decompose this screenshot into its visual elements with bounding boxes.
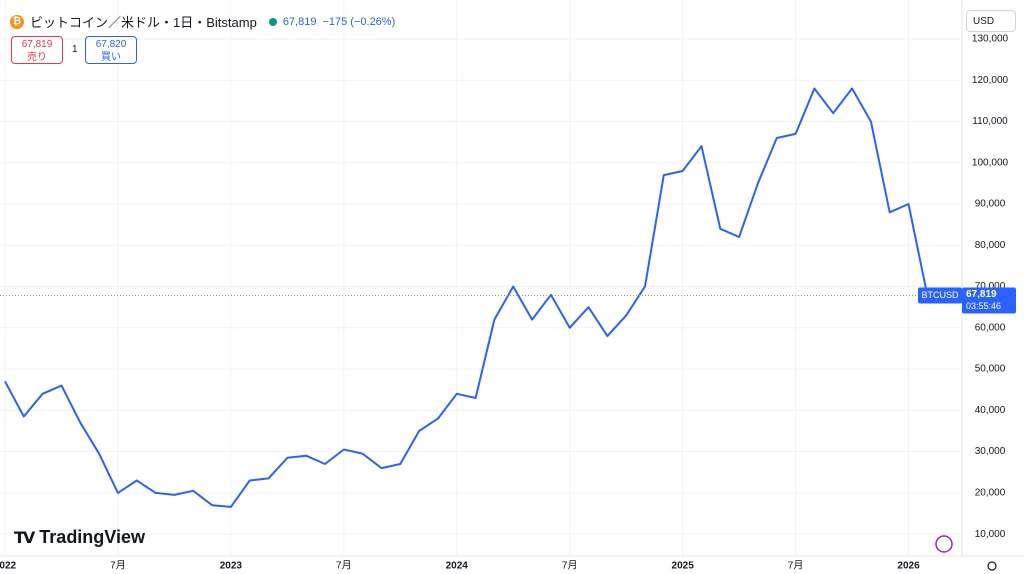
buy-label: 買い — [101, 52, 121, 63]
sell-price: 67,819 — [21, 39, 53, 50]
price-line — [4, 87, 929, 508]
sell-button[interactable]: 67,819 売り — [11, 36, 63, 64]
y-tick-label: 40,000 — [975, 405, 1006, 416]
sell-label: 売り — [27, 52, 47, 63]
x-tick-label: 7月 — [110, 560, 126, 572]
price-countdown: 03:55:46 — [966, 301, 1001, 311]
x-tick-label: 2025 — [672, 561, 695, 572]
logo-mark: 𝗧𝗩 — [14, 529, 35, 547]
y-tick-label: 70,000 — [975, 281, 1006, 292]
price-tag-bg — [962, 287, 1016, 314]
price-change: −175 (−0.26%) — [322, 15, 396, 28]
buy-price: 67,820 — [95, 39, 127, 50]
y-tick-label: 20,000 — [975, 488, 1006, 499]
y-tick-label: 80,000 — [975, 240, 1006, 251]
y-tick-label: 100,000 — [972, 157, 1009, 168]
x-tick-label: 2023 — [220, 561, 243, 572]
flash-icon — [935, 535, 953, 553]
price-tag: 67,819 — [966, 289, 997, 300]
symbol-tag-bg — [918, 287, 962, 304]
y-tick-label: 130,000 — [972, 34, 1009, 45]
x-tick-label: 7月 — [336, 560, 352, 572]
x-tick-label: 2024 — [446, 561, 469, 572]
y-tick-label: 50,000 — [975, 364, 1006, 375]
y-tick-label: 120,000 — [972, 75, 1009, 86]
logo-text: TradingView — [39, 527, 145, 547]
y-tick-label: 60,000 — [975, 322, 1006, 333]
currency-select[interactable]: USD — [966, 10, 1016, 32]
symbol-header: ₿ ビットコイン／米ドル・1日・Bitstamp 67,819 −175 (−0… — [10, 12, 395, 31]
y-tick-label: 10,000 — [975, 529, 1006, 540]
settings-icon — [987, 561, 997, 571]
y-tick-label: 30,000 — [975, 446, 1006, 457]
x-tick-label: 7月 — [562, 560, 578, 572]
last-price: 67,819 — [282, 15, 317, 28]
x-tick-label: 2022 — [0, 561, 17, 572]
y-tick-label: 110,000 — [972, 116, 1008, 127]
logo: 𝗧𝗩 TradingView — [14, 527, 145, 548]
buy-button[interactable]: 67,820 買い — [85, 36, 137, 64]
symbol-title[interactable]: ビットコイン／米ドル・1日・Bitstamp — [30, 15, 257, 30]
y-tick-label: 90,000 — [975, 199, 1006, 210]
market-status — [268, 17, 277, 26]
coin-icon: ₿ — [10, 14, 24, 29]
symbol-tag: BTCUSD — [921, 290, 959, 300]
x-tick-label: 7月 — [788, 560, 804, 572]
x-tick-label: 2026 — [897, 561, 920, 572]
quantity: 1 — [72, 44, 78, 55]
